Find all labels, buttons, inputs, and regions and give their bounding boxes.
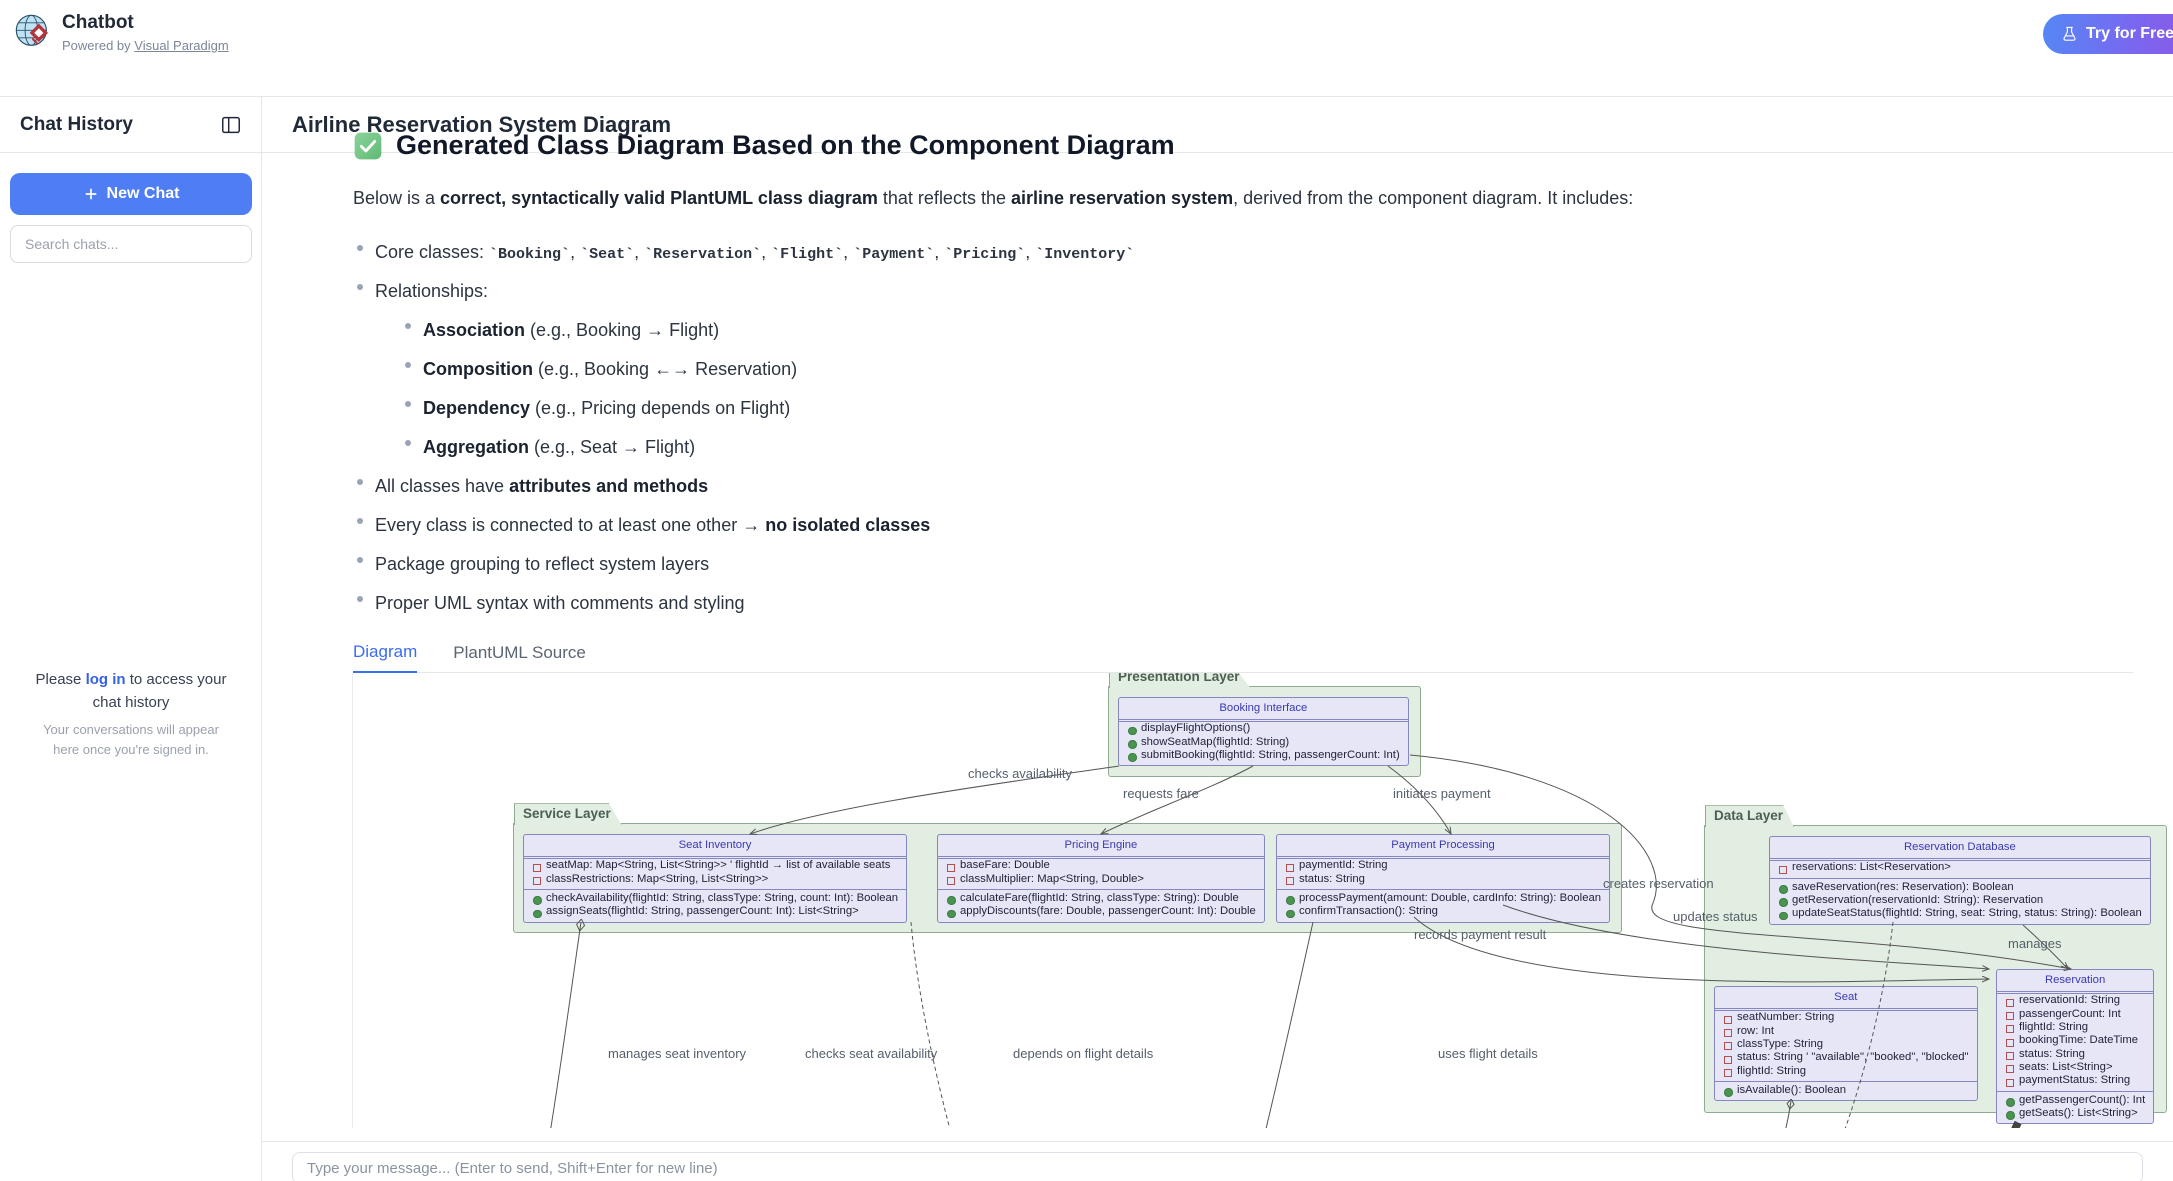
- svg-text:checks availability: checks availability: [968, 766, 1073, 781]
- svg-text:records payment result: records payment result: [1414, 927, 1547, 942]
- svg-text:updates status: updates status: [1673, 909, 1758, 924]
- svg-text:checks seat availability: checks seat availability: [805, 1046, 938, 1061]
- svg-text:manages seat inventory: manages seat inventory: [608, 1046, 747, 1061]
- svg-text:requests fare: requests fare: [1123, 786, 1199, 801]
- svg-text:depends on flight details: depends on flight details: [1013, 1046, 1154, 1061]
- svg-text:creates reservation: creates reservation: [1603, 876, 1714, 891]
- svg-text:manages: manages: [2008, 936, 2062, 951]
- svg-text:initiates payment: initiates payment: [1393, 786, 1491, 801]
- svg-text:uses flight details: uses flight details: [1438, 1046, 1538, 1061]
